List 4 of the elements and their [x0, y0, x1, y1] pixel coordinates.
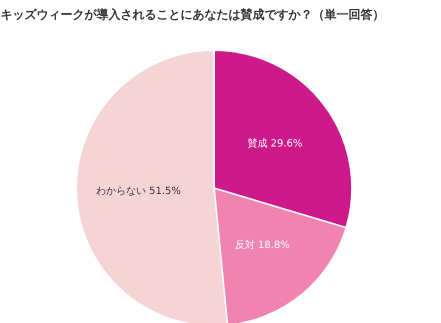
slice-label: わからない 51.5% [96, 186, 181, 198]
slice-label: 賛成 29.6% [247, 137, 302, 150]
chart-title: キッズウィークが導入されることにあなたは賛成ですか？（単一回答） [0, 8, 384, 22]
slice-label: 反対 18.8% [234, 238, 290, 251]
